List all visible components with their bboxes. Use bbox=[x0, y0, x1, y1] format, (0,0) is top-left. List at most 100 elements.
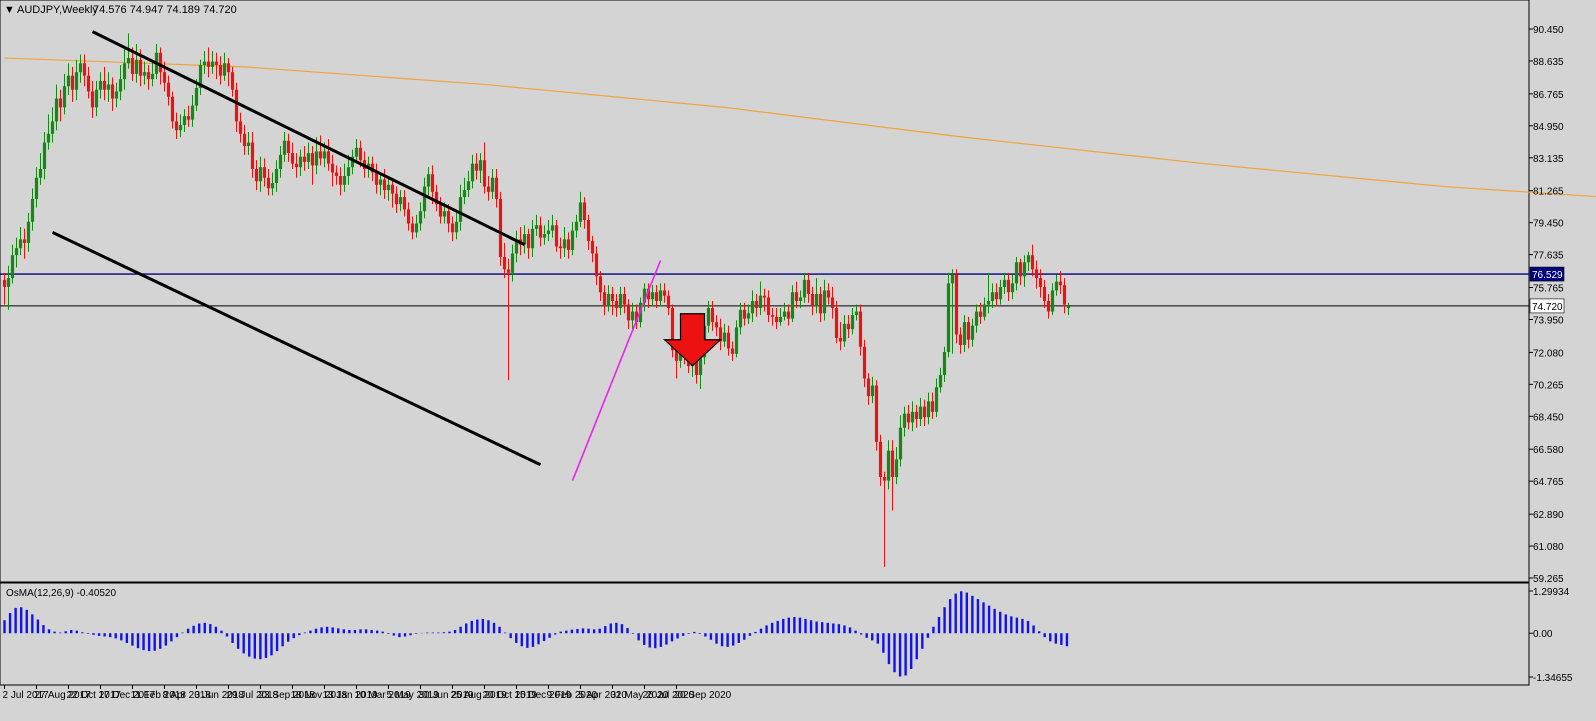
candle-body bbox=[323, 151, 326, 158]
candle-body bbox=[983, 305, 986, 317]
candle-body bbox=[239, 121, 242, 133]
candle-body bbox=[655, 292, 658, 301]
ohlc-values-label: 74.576 74.947 74.189 74.720 bbox=[93, 4, 237, 16]
candle-body bbox=[831, 297, 834, 308]
candle-body bbox=[783, 312, 786, 317]
candle-body bbox=[775, 317, 778, 322]
candle-body bbox=[767, 297, 770, 315]
candle-body bbox=[295, 164, 298, 168]
candle-body bbox=[543, 234, 546, 238]
candle-body bbox=[759, 296, 762, 308]
candle-body bbox=[939, 375, 942, 387]
candle-body bbox=[203, 62, 206, 66]
candle-body bbox=[827, 290, 830, 297]
candle-body bbox=[619, 294, 622, 308]
candle-body bbox=[51, 121, 54, 133]
candle-body bbox=[955, 275, 958, 335]
price-tick-label: 86.765 bbox=[1533, 90, 1564, 101]
time-tick-label: 20 Sep 2020 bbox=[675, 690, 732, 701]
candle-body bbox=[159, 53, 162, 72]
candle-body bbox=[267, 178, 270, 189]
candle-body bbox=[863, 347, 866, 379]
candle-body bbox=[623, 294, 626, 305]
candle-body bbox=[283, 141, 286, 155]
candle-body bbox=[1047, 301, 1050, 312]
candle-body bbox=[799, 297, 802, 301]
candle-body bbox=[555, 225, 558, 246]
candle-body bbox=[895, 459, 898, 477]
candle-body bbox=[1055, 282, 1058, 291]
candle-body bbox=[279, 155, 282, 169]
candle-body bbox=[1067, 306, 1070, 308]
candle-body bbox=[31, 199, 34, 222]
candle-body bbox=[395, 194, 398, 205]
candle-body bbox=[651, 292, 654, 299]
candle-body bbox=[207, 62, 210, 67]
candle-body bbox=[991, 292, 994, 301]
candle-body bbox=[591, 241, 594, 253]
candle-body bbox=[191, 106, 194, 120]
candle-body bbox=[103, 81, 106, 90]
candle-body bbox=[743, 310, 746, 319]
candle-body bbox=[971, 326, 974, 340]
candle-body bbox=[1035, 269, 1038, 278]
candle-body bbox=[355, 148, 358, 157]
price-tick-label: 68.450 bbox=[1533, 412, 1564, 423]
candle-body bbox=[11, 255, 14, 278]
candle-body bbox=[119, 79, 122, 91]
candle-body bbox=[999, 287, 1002, 299]
candle-body bbox=[443, 211, 446, 216]
candle-body bbox=[403, 197, 406, 209]
candle-body bbox=[475, 164, 478, 171]
candle-body bbox=[891, 451, 894, 477]
candle-body bbox=[859, 312, 862, 347]
candle-body bbox=[1019, 262, 1022, 276]
candle-body bbox=[255, 169, 258, 181]
candle-body bbox=[147, 72, 150, 79]
candle-body bbox=[115, 91, 118, 98]
candle bbox=[947, 273, 950, 358]
candle-body bbox=[423, 187, 426, 212]
candle-body bbox=[335, 172, 338, 176]
candle-body bbox=[1039, 278, 1042, 287]
candle-body bbox=[171, 97, 174, 122]
candle-body bbox=[503, 257, 506, 269]
candle-body bbox=[219, 65, 222, 76]
chart-dropdown-icon[interactable]: ▼ bbox=[4, 4, 15, 16]
candle-body bbox=[19, 239, 22, 248]
candle-body bbox=[307, 153, 310, 162]
candle-body bbox=[883, 477, 886, 481]
candle-body bbox=[1043, 287, 1046, 301]
candle-body bbox=[123, 63, 126, 79]
candle-body bbox=[75, 72, 78, 90]
candle-body bbox=[487, 187, 490, 192]
candle-body bbox=[127, 58, 130, 63]
candle-body bbox=[595, 253, 598, 276]
candle-body bbox=[387, 185, 390, 190]
candle-body bbox=[187, 116, 190, 120]
candle-body bbox=[567, 239, 570, 250]
candle-body bbox=[711, 308, 714, 322]
candle-body bbox=[967, 322, 970, 340]
candle-body bbox=[407, 209, 410, 223]
price-tick-label: 83.135 bbox=[1533, 154, 1564, 165]
candle-body bbox=[803, 280, 806, 298]
candle-body bbox=[287, 141, 290, 153]
candle bbox=[955, 269, 958, 343]
candle-body bbox=[607, 294, 610, 306]
candle-body bbox=[915, 412, 918, 419]
candle-body bbox=[375, 172, 378, 184]
candle-body bbox=[507, 269, 510, 273]
candle-body bbox=[815, 294, 818, 306]
candle-body bbox=[851, 315, 854, 329]
candle-body bbox=[727, 333, 730, 349]
candle-body bbox=[15, 248, 18, 255]
candle-body bbox=[111, 84, 114, 98]
candle-body bbox=[419, 211, 422, 223]
osma-tick-label: -1.34655 bbox=[1533, 673, 1573, 684]
candle-body bbox=[231, 72, 234, 90]
candle-body bbox=[327, 151, 330, 163]
candle-body bbox=[599, 276, 602, 292]
candle-body bbox=[391, 185, 394, 194]
candle-body bbox=[779, 317, 782, 322]
